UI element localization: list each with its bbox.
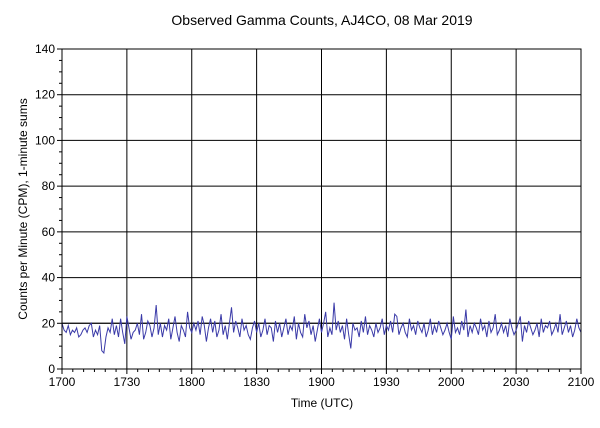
x-tick-label: 1930: [373, 375, 400, 389]
x-tick-label: 2030: [503, 375, 530, 389]
y-tick-label: 40: [42, 271, 56, 285]
y-tick-label: 0: [48, 362, 55, 376]
y-tick-label: 120: [35, 88, 55, 102]
x-tick-labels: 1700 1730 1800 1830 1900 1930 2000 2030 2100: [49, 375, 595, 389]
x-tick-label: 2100: [568, 375, 595, 389]
y-tick-label: 80: [42, 179, 56, 193]
y-tick-labels: 0 20 40 60 80 100 120 140: [35, 42, 55, 376]
x-axis-label: Time (UTC): [291, 396, 353, 410]
x-tick-label: 1900: [308, 375, 335, 389]
y-tick-label: 100: [35, 133, 55, 147]
y-axis-label: Counts per Minute (CPM), 1-minute sums: [16, 98, 30, 319]
chart-title: Observed Gamma Counts, AJ4CO, 08 Mar 201…: [171, 12, 472, 28]
x-tick-label: 1700: [49, 375, 76, 389]
series-layer: [61, 302, 582, 355]
axis-ticks: [57, 48, 582, 374]
x-tick-label: 1730: [114, 375, 141, 389]
y-tick-label: 20: [42, 316, 56, 330]
grid-lines: [62, 49, 581, 369]
x-tick-label: 1830: [243, 375, 270, 389]
y-tick-label: 140: [35, 42, 55, 56]
x-tick-label: 1800: [178, 375, 205, 389]
y-tick-label: 60: [42, 225, 56, 239]
x-tick-label: 2000: [438, 375, 465, 389]
series-line: [61, 302, 582, 355]
